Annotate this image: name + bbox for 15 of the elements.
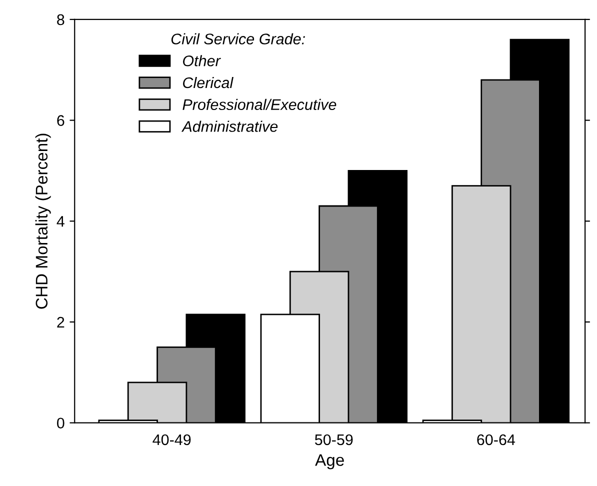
y-tick-label: 4	[56, 216, 64, 227]
x-tick-label: 40-49	[152, 434, 191, 446]
legend-label: Professional/Executive	[182, 98, 336, 110]
y-axis-title: CHD Mortality (Percent)	[35, 134, 51, 309]
x-tick-label: 60-64	[477, 434, 516, 446]
x-tick-label: 50-59	[314, 434, 353, 446]
legend-label: Administrative	[181, 120, 278, 132]
legend-title: Civil Service Grade:	[171, 33, 305, 44]
legend-label: Other	[183, 55, 221, 66]
y-tick-label: 8	[57, 14, 64, 26]
x-axis-title: Age	[315, 454, 344, 470]
legend-label: Clerical	[183, 76, 234, 88]
y-tick-label: 0	[57, 418, 64, 429]
y-tick-label: 2	[57, 316, 64, 328]
y-tick-label: 6	[57, 115, 64, 126]
